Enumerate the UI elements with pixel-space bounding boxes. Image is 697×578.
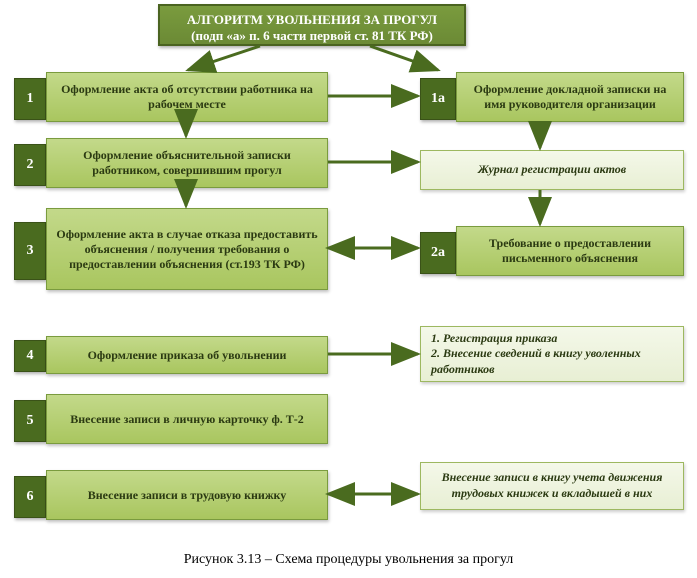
book-entry-text: Внесение записи в книгу учета движения т… <box>431 470 673 501</box>
step-2-box: Оформление объяснительной записки работн… <box>46 138 328 188</box>
step-1-num-label: 1 <box>27 91 34 107</box>
step-1a-num-label: 1а <box>431 91 445 107</box>
step-5-box: Внесение записи в личную карточку ф. Т-2 <box>46 394 328 444</box>
step-1-num: 1 <box>14 78 46 120</box>
step-2a-num-label: 2а <box>431 245 445 261</box>
step-2a-text: Требование о предоставлении письменного … <box>465 236 675 266</box>
step-1-text: Оформление акта об отсутствии работника … <box>55 82 319 112</box>
step-1a-num: 1а <box>420 78 456 120</box>
step-2-num: 2 <box>14 144 46 186</box>
figure-caption: Рисунок 3.13 – Схема процедуры увольнени… <box>0 552 697 568</box>
step-2a-num: 2а <box>420 232 456 274</box>
step-3-num-label: 3 <box>27 243 34 259</box>
step-4-box: Оформление приказа об увольнении <box>46 336 328 374</box>
step-2-num-label: 2 <box>27 157 34 173</box>
header-line1: АЛГОРИТМ УВОЛЬНЕНИЯ ЗА ПРОГУЛ <box>170 12 454 28</box>
step-1a-text: Оформление докладной записки на имя руко… <box>465 82 675 112</box>
header-line2: (подп «а» п. 6 части первой ст. 81 ТК РФ… <box>170 28 454 44</box>
step-1-box: Оформление акта об отсутствии работника … <box>46 72 328 122</box>
step-5-num-label: 5 <box>27 413 34 429</box>
diagram-canvas: { "header": { "line1": "АЛГОРИТМ УВОЛЬНЕ… <box>0 0 697 578</box>
step-6-text: Внесение записи в трудовую книжку <box>88 488 287 503</box>
step-4-text: Оформление приказа об увольнении <box>88 348 287 363</box>
step-3-box: Оформление акта в случае отказа предоста… <box>46 208 328 290</box>
registration-text: 1. Регистрация приказа 2. Внесение сведе… <box>431 331 641 378</box>
journal-box: Журнал регистрации актов <box>420 150 684 190</box>
step-6-num-label: 6 <box>27 489 34 505</box>
step-4-num: 4 <box>14 340 46 372</box>
step-5-num: 5 <box>14 400 46 442</box>
step-4-num-label: 4 <box>27 348 34 364</box>
header-box: АЛГОРИТМ УВОЛЬНЕНИЯ ЗА ПРОГУЛ (подп «а» … <box>158 4 466 46</box>
step-2-text: Оформление объяснительной записки работн… <box>55 148 319 178</box>
step-6-box: Внесение записи в трудовую книжку <box>46 470 328 520</box>
step-5-text: Внесение записи в личную карточку ф. Т-2 <box>70 412 304 427</box>
book-entry-box: Внесение записи в книгу учета движения т… <box>420 462 684 510</box>
step-3-num: 3 <box>14 222 46 280</box>
step-3-text: Оформление акта в случае отказа предоста… <box>55 227 319 272</box>
step-6-num: 6 <box>14 476 46 518</box>
figure-caption-text: Рисунок 3.13 – Схема процедуры увольнени… <box>184 552 514 567</box>
journal-text: Журнал регистрации актов <box>478 162 626 178</box>
registration-box: 1. Регистрация приказа 2. Внесение сведе… <box>420 326 684 382</box>
step-1a-box: Оформление докладной записки на имя руко… <box>456 72 684 122</box>
step-2a-box: Требование о предоставлении письменного … <box>456 226 684 276</box>
